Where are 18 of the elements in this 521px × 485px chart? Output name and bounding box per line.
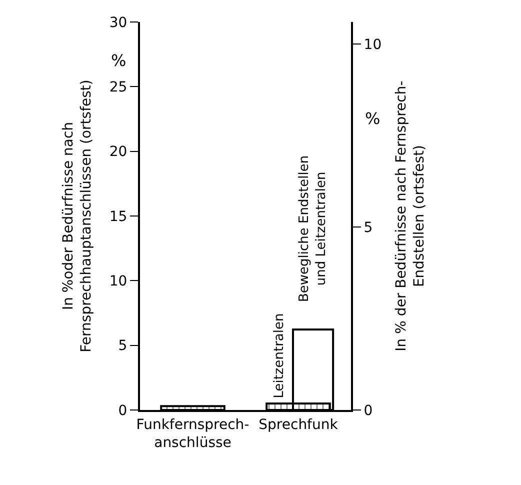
x-tick-label: Funkfernsprech- anschlüsse <box>136 416 250 451</box>
y-tick-label: 20 <box>109 144 128 160</box>
y-tick-label: 25 <box>109 80 128 96</box>
y-tick-label: 30 <box>109 14 128 31</box>
y-tick-label: 15 <box>109 208 128 225</box>
text: Bewegliche Endstellen und Leitzentralen <box>297 155 329 302</box>
text: Leitzentralen <box>272 313 288 398</box>
y2-tick-label: 5 <box>364 220 373 236</box>
y2-tick-label: 10 <box>364 36 382 53</box>
x-tick-label: Sprechfunk <box>258 416 339 433</box>
text: % <box>365 109 380 128</box>
y2-axis-title: In % der Bedürfnisse nach Fernsprech- Endstellen (ortsfest) <box>393 80 428 352</box>
y-axis-title: In %oder Bedürfnisse nach Fernsprechhauptanschlüssen (ortsfest) <box>60 80 94 352</box>
y-tick-label: 5 <box>118 338 128 354</box>
text: % <box>111 51 126 70</box>
y-tick-label: 10 <box>109 274 128 290</box>
y2-tick-label: 0 <box>364 402 373 419</box>
y-tick-label: 0 <box>118 402 128 419</box>
